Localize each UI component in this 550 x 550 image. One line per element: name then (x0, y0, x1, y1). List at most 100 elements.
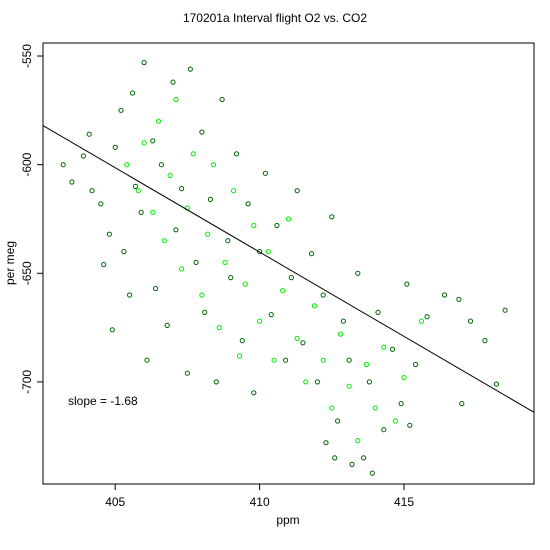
data-point (199, 292, 205, 298)
data-point (355, 438, 361, 444)
data-point (173, 227, 179, 233)
data-point (288, 275, 294, 281)
data-point (164, 322, 170, 328)
data-point (170, 79, 176, 85)
chart-title: 170201a Interval flight O2 vs. CO2 (183, 11, 367, 25)
data-point (424, 314, 430, 320)
data-point (314, 379, 320, 385)
data-point (236, 353, 242, 359)
data-point (222, 259, 228, 265)
data-point (239, 338, 245, 344)
data-point (401, 375, 407, 381)
data-point (502, 307, 508, 313)
data-point (80, 153, 87, 159)
data-point (121, 249, 127, 255)
data-point (89, 188, 95, 194)
data-point (340, 318, 346, 324)
data-point (413, 361, 419, 368)
y-tick-label: -700 (20, 370, 34, 394)
data-point (167, 172, 173, 179)
data-point (150, 209, 156, 215)
data-points (60, 60, 508, 476)
x-tick-label: 405 (105, 495, 125, 509)
data-point (141, 140, 147, 146)
data-point (265, 249, 271, 255)
data-point (311, 303, 318, 309)
data-point (257, 318, 263, 324)
data-point (363, 361, 370, 368)
data-point (369, 470, 375, 476)
data-point (381, 344, 387, 350)
data-point (332, 455, 338, 461)
data-point (392, 418, 398, 424)
x-tick-label: 415 (394, 495, 414, 509)
data-point (323, 440, 329, 446)
data-point (482, 338, 488, 344)
data-point (101, 262, 107, 268)
data-point (210, 162, 216, 168)
data-point (300, 340, 306, 346)
data-point (280, 288, 286, 294)
data-point (346, 383, 352, 389)
data-point (283, 357, 289, 363)
data-point (207, 196, 214, 202)
data-point (109, 327, 115, 333)
data-point (124, 162, 130, 168)
data-point (456, 296, 462, 302)
data-point (268, 312, 274, 318)
data-point (225, 238, 231, 244)
data-point (329, 214, 335, 220)
data-point (294, 188, 300, 194)
data-point (205, 231, 211, 237)
data-point (245, 201, 251, 207)
x-axis: 405 410 415 (105, 484, 414, 509)
data-point (106, 231, 113, 237)
data-point (216, 325, 222, 331)
data-point (69, 179, 75, 185)
data-point (303, 379, 309, 385)
data-point (251, 222, 257, 229)
data-point (184, 370, 190, 376)
data-point (161, 238, 167, 244)
data-point (179, 186, 185, 192)
data-point (233, 151, 240, 157)
x-tick-label: 410 (250, 495, 270, 509)
data-point (187, 66, 193, 72)
data-point (242, 281, 248, 287)
data-point (355, 270, 361, 276)
data-point (86, 131, 92, 137)
data-point (337, 331, 344, 337)
data-point (467, 318, 474, 324)
data-point (199, 129, 205, 135)
data-point (251, 390, 257, 396)
data-point (346, 357, 352, 363)
data-point (219, 96, 225, 103)
data-point (112, 144, 118, 150)
y-axis-label: per meg (3, 241, 17, 285)
data-point (441, 292, 448, 298)
data-point (389, 346, 396, 352)
data-point (202, 309, 208, 315)
data-point (135, 188, 141, 194)
data-point (150, 138, 156, 144)
y-tick-label: -600 (20, 152, 34, 176)
data-point (213, 379, 219, 385)
data-point (285, 216, 292, 222)
data-point (98, 201, 104, 207)
data-point (153, 285, 159, 292)
data-point (418, 318, 424, 324)
data-point (309, 251, 315, 257)
data-point (228, 275, 234, 281)
data-point (404, 281, 410, 287)
x-axis-label: ppm (276, 513, 299, 527)
y-axis: -550 -600 -650 -700 (20, 44, 43, 394)
data-point (361, 455, 367, 461)
data-point (155, 118, 162, 124)
data-point (179, 266, 185, 272)
fit-line (42, 125, 535, 413)
data-point (459, 401, 465, 407)
data-point (190, 151, 196, 157)
data-point (231, 188, 237, 194)
slope-annotation: slope = -1.68 (68, 394, 138, 408)
data-point (329, 405, 335, 411)
